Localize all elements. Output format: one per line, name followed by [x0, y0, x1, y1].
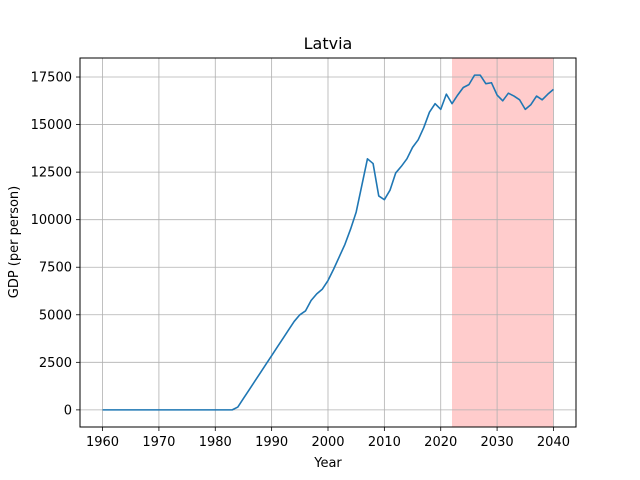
- x-tick-label: 2010: [368, 435, 401, 450]
- x-axis-ticks: 1960 1970 1980 1990 2000 2010 2020 2030 2040: [86, 427, 570, 450]
- y-axis-label: GDP (per person): [7, 186, 22, 299]
- y-tick-label: 10000: [31, 213, 72, 228]
- x-tick-label: 2020: [424, 435, 457, 450]
- y-tick-label: 2500: [39, 356, 72, 371]
- y-tick-label: 12500: [31, 166, 72, 181]
- x-tick-label: 2040: [537, 435, 570, 450]
- y-tick-label: 0: [64, 403, 72, 418]
- series-line-0: [102, 74, 554, 411]
- series-layer: [102, 74, 554, 411]
- grid-layer: [80, 58, 576, 427]
- x-axis-label: Year: [313, 456, 342, 471]
- y-axis-ticks: 0 2500 5000 7500 10000 12500 15000 17500: [31, 71, 80, 418]
- x-tick-label: 1960: [86, 435, 119, 450]
- highlight-region: [452, 58, 554, 427]
- x-tick-label: 1980: [199, 435, 232, 450]
- x-tick-label: 1990: [255, 435, 288, 450]
- y-tick-label: 17500: [31, 71, 72, 86]
- y-tick-label: 15000: [31, 118, 72, 133]
- x-tick-label: 2000: [311, 435, 344, 450]
- x-tick-label: 2030: [481, 435, 514, 450]
- y-tick-label: 7500: [39, 261, 72, 276]
- x-tick-label: 1970: [142, 435, 175, 450]
- chart-title: Latvia: [304, 34, 353, 53]
- y-tick-label: 5000: [39, 308, 72, 323]
- highlight-region-layer: [452, 58, 554, 427]
